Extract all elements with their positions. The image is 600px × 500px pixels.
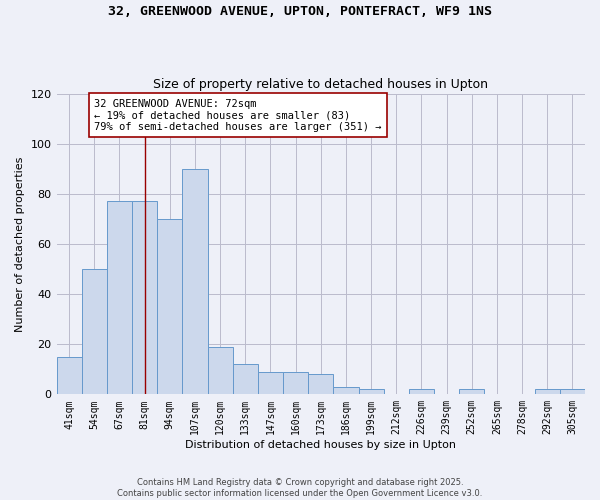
- Bar: [56, 356, 82, 395]
- Bar: [157, 219, 182, 394]
- Bar: [132, 202, 157, 394]
- Bar: [459, 390, 484, 394]
- Bar: [560, 390, 585, 394]
- Bar: [258, 372, 283, 394]
- Bar: [208, 346, 233, 395]
- X-axis label: Distribution of detached houses by size in Upton: Distribution of detached houses by size …: [185, 440, 456, 450]
- Text: 32, GREENWOOD AVENUE, UPTON, PONTEFRACT, WF9 1NS: 32, GREENWOOD AVENUE, UPTON, PONTEFRACT,…: [108, 5, 492, 18]
- Bar: [334, 387, 359, 394]
- Title: Size of property relative to detached houses in Upton: Size of property relative to detached ho…: [153, 78, 488, 91]
- Bar: [359, 390, 383, 394]
- Bar: [82, 269, 107, 394]
- Bar: [409, 390, 434, 394]
- Bar: [182, 169, 208, 394]
- Text: 32 GREENWOOD AVENUE: 72sqm
← 19% of detached houses are smaller (83)
79% of semi: 32 GREENWOOD AVENUE: 72sqm ← 19% of deta…: [94, 98, 382, 132]
- Bar: [535, 390, 560, 394]
- Y-axis label: Number of detached properties: Number of detached properties: [15, 156, 25, 332]
- Bar: [107, 202, 132, 394]
- Bar: [283, 372, 308, 394]
- Bar: [233, 364, 258, 394]
- Text: Contains HM Land Registry data © Crown copyright and database right 2025.
Contai: Contains HM Land Registry data © Crown c…: [118, 478, 482, 498]
- Bar: [308, 374, 334, 394]
